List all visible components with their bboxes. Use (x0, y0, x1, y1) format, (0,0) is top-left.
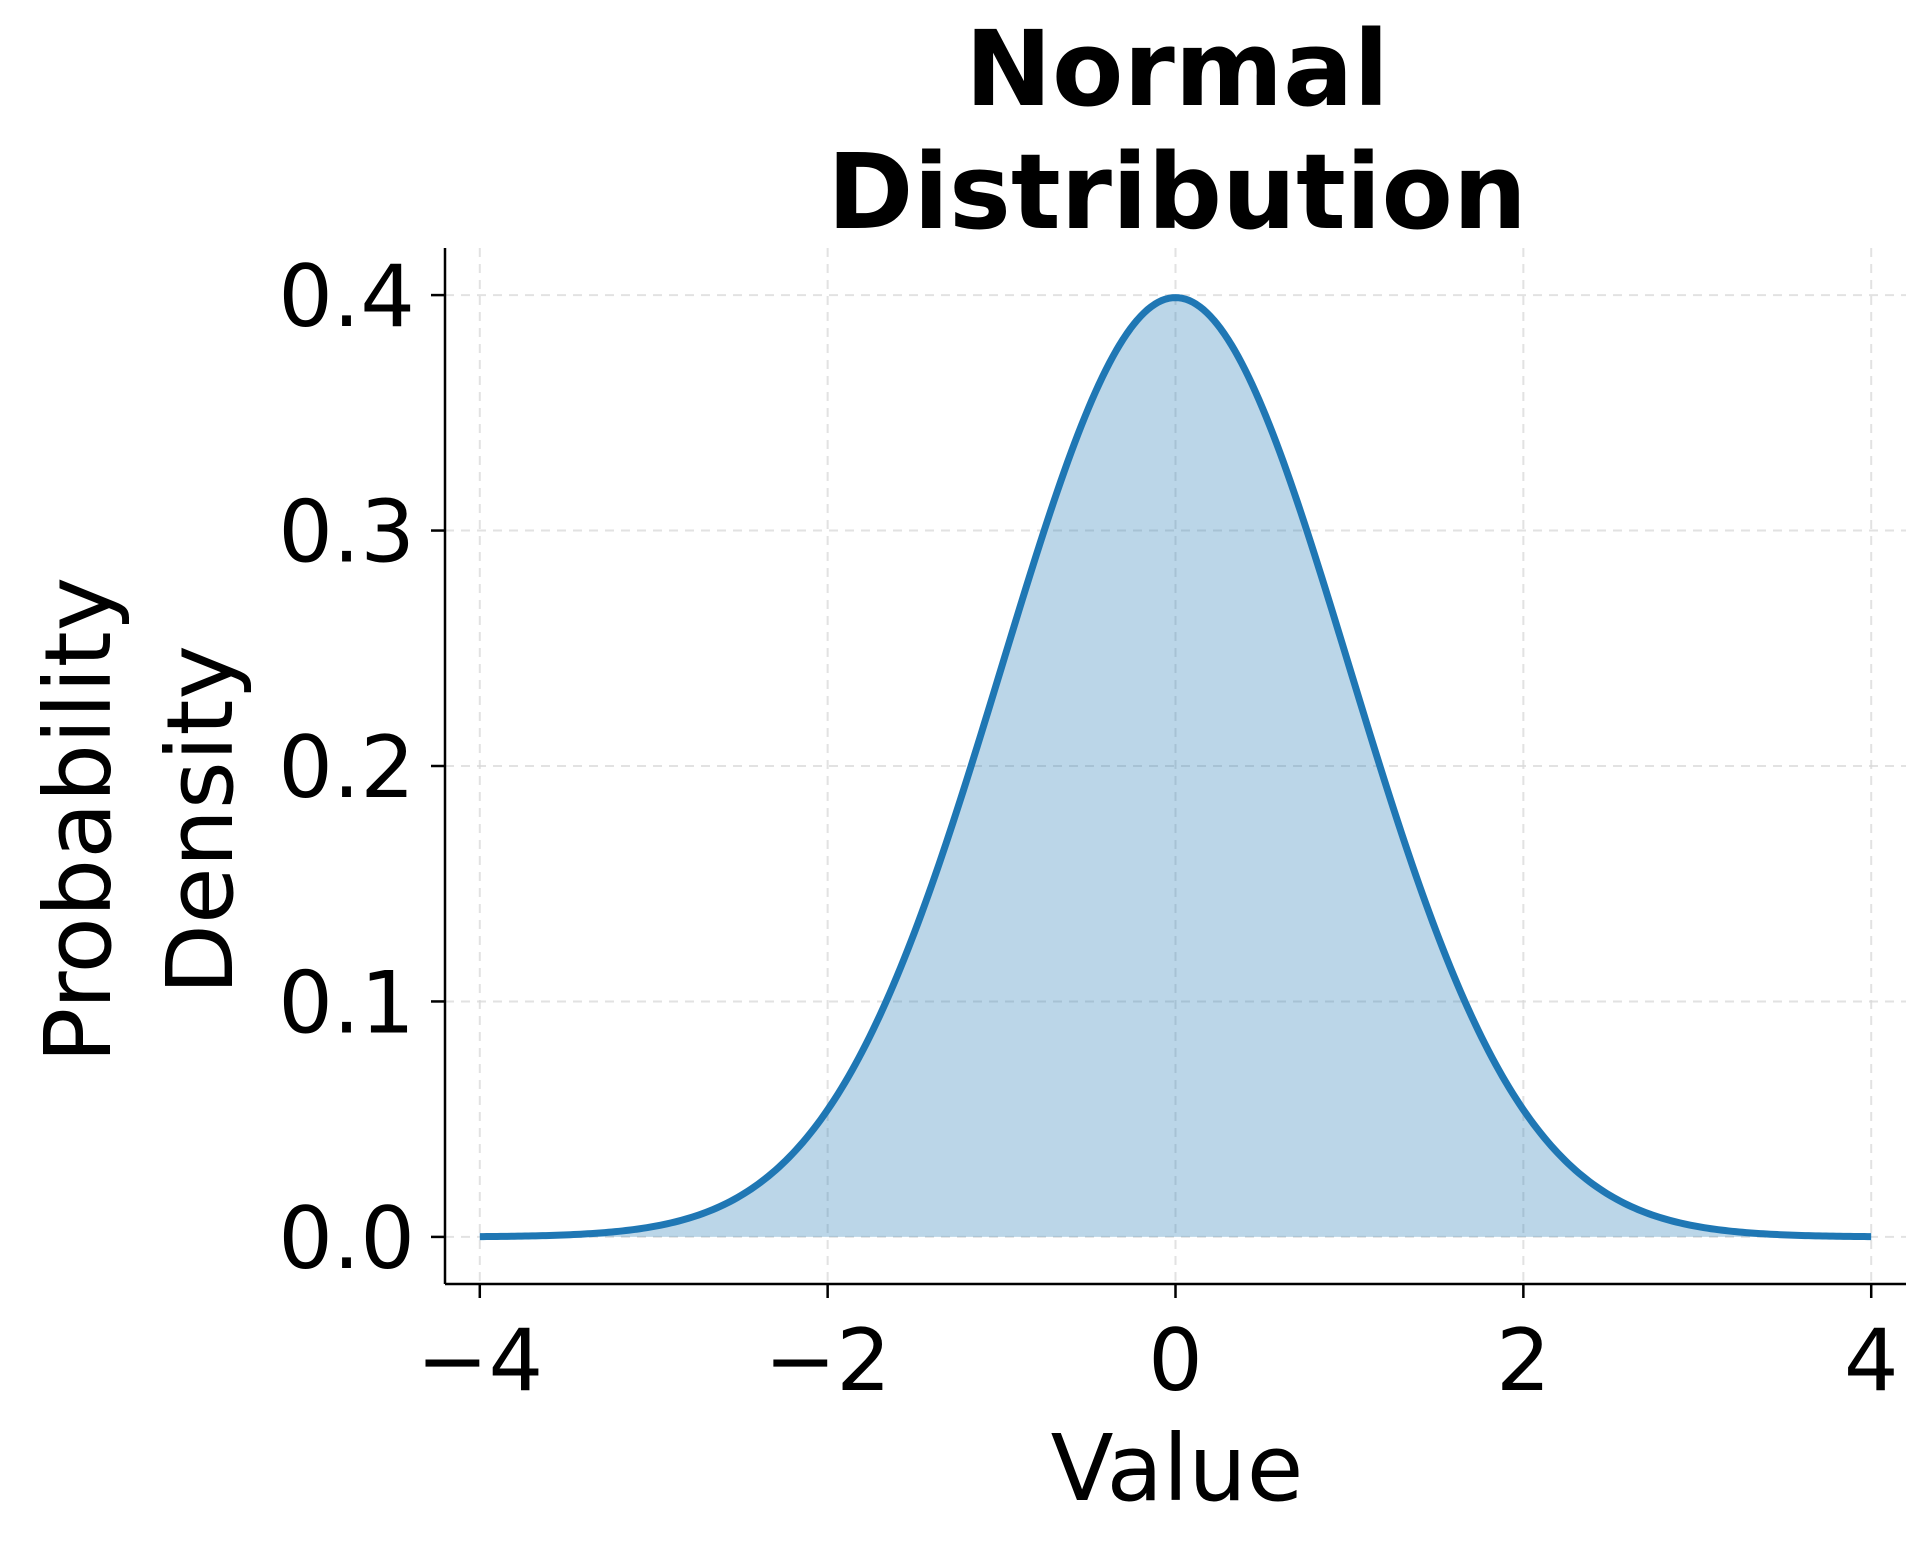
x-axis-label: Value (1051, 1415, 1304, 1522)
title-line-2: Distribution (827, 131, 1527, 253)
y-axis-label-line-1: Probability (25, 577, 132, 1063)
y-tick-label: 0.4 (278, 247, 415, 347)
y-tick-label: 0.0 (278, 1189, 415, 1289)
y-tick-label: 0.3 (278, 483, 415, 583)
y-tick-label: 0.2 (278, 718, 415, 818)
title-line-1: Normal (965, 8, 1389, 130)
x-tick-label: 4 (1844, 1311, 1899, 1411)
density-curve-line (479, 294, 1872, 1241)
density-fill-area (479, 297, 1872, 1237)
y-axis-label-line-2: Density (147, 645, 254, 995)
x-tick-label: 0 (1148, 1311, 1203, 1411)
x-axis-ticks: −4 −2 0 2 4 (416, 1284, 1899, 1411)
axis-labels: Value Probability Density (25, 577, 1303, 1522)
chart-title: Normal Distribution (827, 8, 1527, 253)
grid (445, 248, 1906, 1284)
y-axis-ticks: 0.0 0.1 0.2 0.3 0.4 (278, 247, 445, 1289)
x-tick-label: −4 (416, 1311, 543, 1411)
x-tick-label: −2 (764, 1311, 891, 1411)
plot-area (479, 294, 1872, 1241)
x-tick-label: 2 (1496, 1311, 1551, 1411)
y-tick-label: 0.1 (278, 953, 415, 1053)
